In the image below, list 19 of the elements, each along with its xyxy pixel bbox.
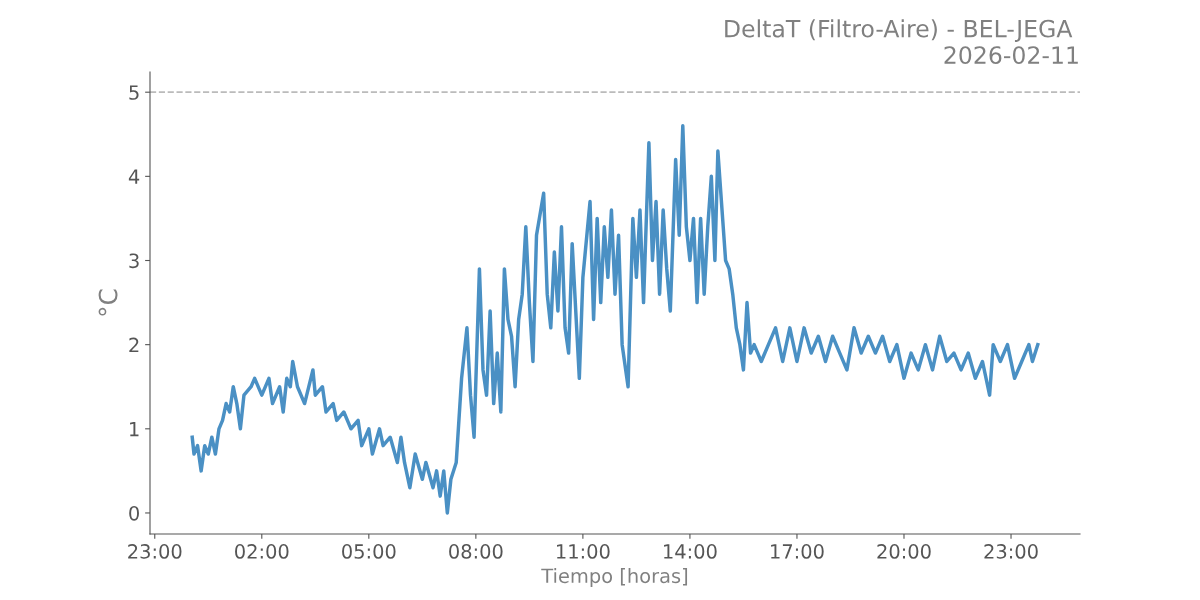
chart-title: DeltaT (Filtro-Aire) - BEL-JEGA 2026-02-11: [725, 19, 1078, 64]
x-tick-label: 05:00: [342, 544, 396, 559]
x-tick-label: 20:00: [877, 544, 931, 559]
x-tick-label: 08:00: [449, 544, 503, 559]
x-tick-label: 23:00: [128, 544, 182, 559]
x-tick-label: 17:00: [771, 544, 824, 559]
x-axis-title: Tiempo [horas]: [541, 568, 688, 587]
y-tick-label: 2: [129, 337, 139, 353]
x-tick-label: 02:00: [235, 544, 289, 559]
x-tick-label: 14:00: [664, 544, 717, 559]
x-tick-label: 23:00: [984, 544, 1038, 559]
y-tick-label: 3: [129, 253, 139, 269]
line-series: [190, 124, 1040, 515]
x-tick-label: 11:00: [557, 544, 610, 559]
y-tick-label: 5: [129, 85, 139, 100]
y-tick-label: 1: [130, 422, 139, 437]
y-tick-label: 0: [129, 505, 139, 521]
y-axis-title: °C: [98, 289, 118, 316]
y-tick-label: 4: [128, 169, 140, 184]
